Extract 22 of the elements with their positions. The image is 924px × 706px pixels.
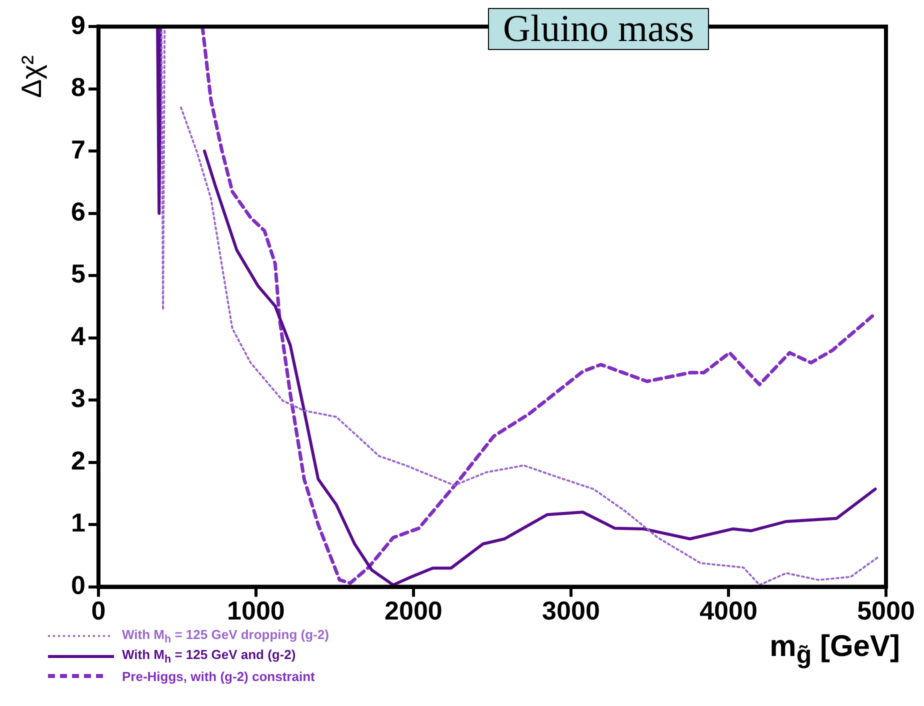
legend-label: Pre-Higgs, with (g-2) constraint — [122, 668, 315, 684]
x-tick-label: 0 — [91, 596, 106, 626]
y-tick-label: 3 — [70, 383, 86, 414]
chart-title: Gluino mass — [488, 8, 710, 50]
y-tick-label: 7 — [70, 134, 86, 164]
legend-label: With M$_{h}$ = 125 GeV dropping (g-2) — [122, 626, 329, 646]
x-tick-label: 3000 — [542, 596, 600, 626]
y-tick-label: 5 — [70, 258, 86, 289]
y-tick-label: 9 — [70, 10, 86, 40]
y-tick-label: 1 — [70, 508, 86, 538]
y-tick-label: 8 — [70, 72, 86, 102]
y-tick-label: 0 — [70, 570, 86, 600]
x-tick-label: 2000 — [384, 596, 442, 626]
y-axis-title: Δχ² — [16, 55, 48, 98]
y-tick-label: 4 — [70, 320, 86, 351]
y-tick-label: 2 — [70, 445, 86, 476]
text: With M$_{h}$ = 125 GeV and (g-2) — [122, 646, 296, 666]
x-tick-label: 1000 — [227, 596, 285, 626]
x-tick-label: 4000 — [700, 596, 758, 626]
x-axis-title: m$_{g̃}$ [GeV] — [770, 630, 900, 670]
x-tick-label: 5000 — [857, 596, 915, 626]
y-tick-label: 6 — [70, 196, 86, 227]
